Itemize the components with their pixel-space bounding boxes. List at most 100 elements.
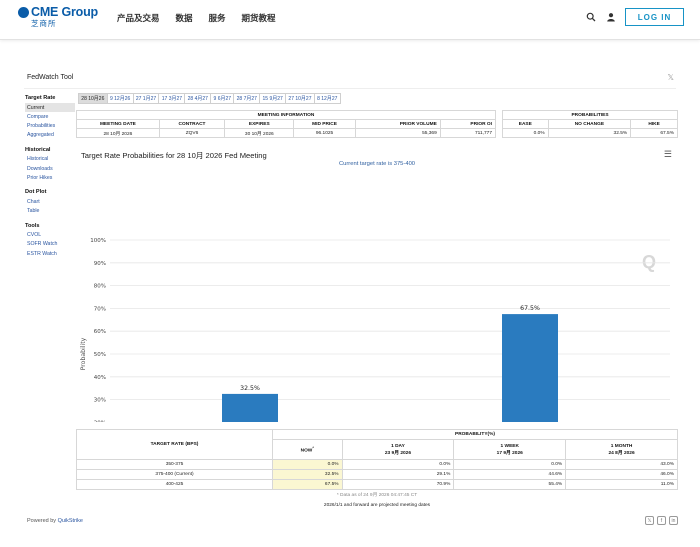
- sidebar-item-prior-hikes[interactable]: Prior Hikes: [27, 174, 53, 181]
- y-tick-label: 30%: [94, 398, 106, 404]
- sidebar-item-current[interactable]: Current: [25, 103, 75, 113]
- tab-meeting-date[interactable]: 9 12月26: [107, 93, 134, 104]
- col-header-date: 17 9月 2026: [496, 450, 523, 456]
- quikstrike-link[interactable]: QuikStrike: [57, 518, 83, 524]
- sidebar-item-historical[interactable]: Historical: [27, 156, 49, 163]
- table-cell: 0.0%: [502, 128, 549, 138]
- col-header-now: NOW*: [272, 439, 343, 460]
- nav-item-products[interactable]: 产品及交易: [117, 13, 160, 23]
- hamburger-menu-icon[interactable]: ☰: [663, 149, 672, 159]
- nav-item-data[interactable]: 数据: [175, 13, 193, 23]
- col-header: EASE: [502, 119, 549, 129]
- bar: [502, 314, 558, 422]
- table-cell: 30 10月 2026: [224, 128, 295, 138]
- col-header-label: 1 MONTH: [610, 443, 633, 449]
- table-cell: 67.5%: [272, 479, 343, 490]
- y-tick-label: 80%: [94, 284, 106, 290]
- col-header-label: NOW: [300, 448, 313, 454]
- col-header-probability: PROBABILITY(%): [272, 429, 678, 440]
- table-cell: 28 10月 2026: [76, 128, 160, 138]
- y-tick-label: 20%: [94, 420, 106, 422]
- meeting-information-table: MEETING INFORMATION MEETING DATE CONTRAC…: [76, 110, 497, 138]
- tool-title: FedWatch Tool: [27, 74, 74, 81]
- col-header-label: 1 WEEK: [500, 443, 519, 449]
- tab-meeting-date[interactable]: 9 6月27: [211, 93, 235, 104]
- sidebar-item-table[interactable]: Table: [27, 208, 40, 215]
- cme-logo[interactable]: CME Group 芝商所: [18, 5, 98, 28]
- table-cell: 55.4%: [453, 479, 567, 490]
- table-cell: 0.0%: [341, 459, 455, 470]
- sidebar-item-aggregated[interactable]: Aggregated: [27, 132, 54, 139]
- sidebar: Target Rate Current Compare Probabilitie…: [25, 95, 75, 258]
- meeting-info-title: MEETING INFORMATION: [76, 110, 496, 120]
- table-cell: 0.0%: [272, 459, 343, 470]
- tab-meeting-date[interactable]: 27 10月27: [286, 93, 315, 104]
- search-icon[interactable]: [586, 12, 596, 22]
- tab-meeting-date[interactable]: 8 12月27: [314, 93, 341, 104]
- tab-meeting-date[interactable]: 28 7月27: [234, 93, 261, 104]
- table-cell: 11.0%: [565, 479, 678, 490]
- tab-meeting-date[interactable]: 15 9月27: [260, 93, 287, 104]
- x-social-icon[interactable]: 𝕏: [667, 73, 674, 82]
- data-timestamp-note: * Data as of 24 9月 2026 04:47:45 CT: [336, 493, 418, 498]
- brand-name: CME Group: [31, 5, 98, 19]
- tab-meeting-date[interactable]: 28 4月27: [185, 93, 212, 104]
- rate-cell: 375-400 (Current): [76, 469, 273, 480]
- brand-name-cn: 芝商所: [31, 19, 57, 28]
- table-cell: 711,777: [439, 128, 497, 138]
- sidebar-item-compare[interactable]: Compare: [27, 113, 49, 120]
- table-cell: 70.9%: [341, 479, 455, 490]
- facebook-share-icon[interactable]: f: [657, 516, 666, 525]
- table-row: 350-375 0.0% 0.0% 0.0% 43.0%: [76, 459, 678, 470]
- sidebar-item-estr-watch[interactable]: ESTR Watch: [27, 250, 57, 257]
- chart-subtitle: Current target rate is 375-400: [338, 161, 416, 167]
- y-tick-label: 100%: [90, 238, 106, 244]
- sidebar-item-chart[interactable]: Chart: [27, 198, 40, 205]
- sidebar-item-sofr-watch[interactable]: SOFR Watch: [27, 241, 58, 248]
- chart-canvas: Q0%10%20%30%40%50%60%70%80%90%100%32.5%3…: [80, 238, 670, 422]
- header-icons: [586, 12, 616, 22]
- tab-meeting-date[interactable]: 28 10月26: [78, 93, 108, 104]
- col-header-1-month: 1 MONTH 24 8月 2026: [565, 439, 678, 460]
- main-nav: 产品及交易 数据 服务 期货教程: [117, 12, 276, 24]
- user-icon[interactable]: [606, 12, 616, 22]
- col-header: NO CHANGE: [547, 119, 632, 129]
- y-axis-label: Probability: [80, 337, 87, 370]
- table-cell: 29.1%: [341, 469, 455, 480]
- col-header-target-rate: TARGET RATE (BPS): [76, 429, 273, 460]
- nav-item-education[interactable]: 期货教程: [241, 13, 276, 23]
- x-share-icon[interactable]: 𝕏: [645, 516, 654, 525]
- divider: [24, 88, 676, 89]
- col-header: PRIOR VOLUME: [354, 119, 441, 129]
- table-cell: 43.0%: [565, 459, 678, 470]
- linkedin-share-icon[interactable]: in: [669, 516, 678, 525]
- col-header-date: 23 9月 2026: [384, 450, 411, 456]
- col-header-label: 1 DAY: [391, 443, 405, 449]
- table-cell: 55,369: [354, 128, 441, 138]
- table-cell: 46.0%: [565, 469, 678, 480]
- powered-by: Powered by QuikStrike: [27, 518, 83, 524]
- sidebar-item-downloads[interactable]: Downloads: [27, 165, 53, 172]
- login-button[interactable]: LOG IN: [625, 8, 684, 26]
- table-row: 375-400 (Current) 32.5% 29.1% 44.6% 46.0…: [76, 469, 678, 480]
- col-header: HIKE: [630, 119, 678, 129]
- y-tick-label: 60%: [94, 329, 106, 335]
- powered-by-label: Powered by: [27, 518, 57, 524]
- sidebar-item-cvol[interactable]: CVOL: [27, 232, 42, 239]
- col-header: MID PRICE: [293, 119, 356, 129]
- table-cell: 0.0%: [453, 459, 567, 470]
- table-cell: ZQV6: [158, 128, 226, 138]
- table-row: 400-425 67.5% 70.9% 55.4% 11.0%: [76, 479, 678, 490]
- tab-meeting-date[interactable]: 17 3月27: [159, 93, 186, 104]
- nav-item-services[interactable]: 服务: [208, 13, 226, 23]
- table-cell: 32.5%: [547, 128, 632, 138]
- sidebar-item-probabilities[interactable]: Probabilities: [27, 122, 56, 129]
- rate-cell: 400-425: [76, 479, 273, 490]
- col-header: EXPIRES: [224, 119, 295, 129]
- tab-meeting-date[interactable]: 27 1月27: [133, 93, 160, 104]
- sidebar-section-dot-plot: Dot Plot: [25, 189, 47, 196]
- top-header: CME Group 芝商所 产品及交易 数据 服务 期货教程 LOG IN: [0, 0, 700, 40]
- table-cell: 67.5%: [630, 128, 678, 138]
- target-rate-chart: Q0%10%20%30%40%50%60%70%80%90%100%32.5%3…: [76, 146, 678, 422]
- rate-cell: 350-375: [76, 459, 273, 470]
